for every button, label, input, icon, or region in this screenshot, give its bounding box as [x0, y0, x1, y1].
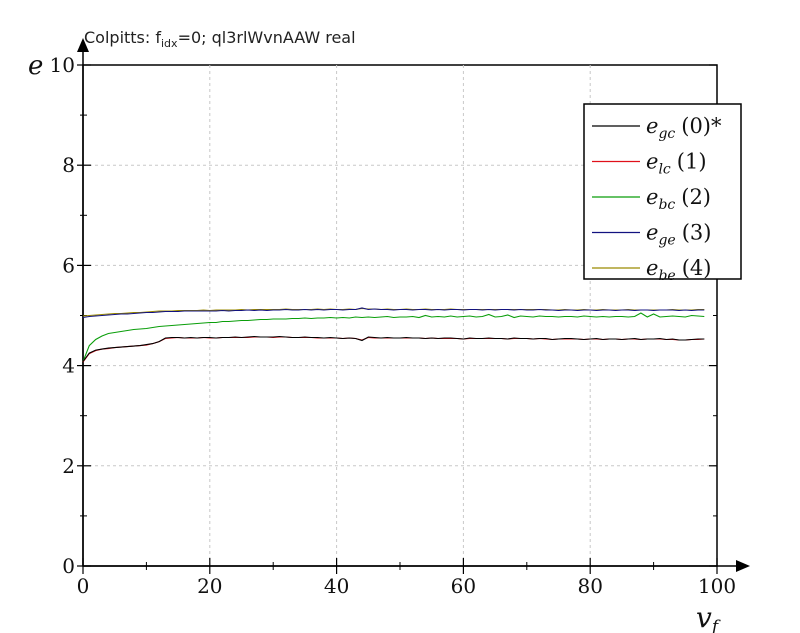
x-tick-label: 60 [451, 574, 476, 598]
legend-label-be: ebe (4) [646, 256, 711, 284]
x-tick-label: 20 [197, 574, 222, 598]
x-tick-label: 40 [324, 574, 349, 598]
legend-label-gc: egc (0)* [646, 114, 722, 142]
y-tick-labels: 0 2 4 6 8 10 [50, 53, 75, 578]
series-line-ge [82, 307, 705, 319]
y-tick-label: 0 [62, 554, 75, 578]
x-tick-label: 80 [577, 574, 602, 598]
legend-box [583, 103, 742, 280]
x-axis-label: vf [696, 601, 721, 633]
y-tick-label: 8 [62, 153, 75, 177]
x-tick-label: 100 [698, 574, 736, 598]
series-layer [82, 307, 705, 363]
x-tick-labels: 0 20 40 60 80 100 [77, 574, 736, 598]
y-tick-label: 2 [62, 454, 75, 478]
legend-label-ge: ege (3) [646, 221, 711, 249]
legend: egc (0)* elc (1) ebc (2) ege (3) ebe (4) [583, 103, 742, 284]
y-axis-arrow [77, 38, 89, 52]
x-axis-arrow [736, 560, 750, 572]
series-line-bc [82, 312, 705, 362]
y-tick-label: 10 [50, 53, 75, 77]
y-tick-label: 6 [62, 253, 75, 277]
x-tick-label: 0 [77, 574, 90, 598]
series-line-lc [82, 336, 705, 363]
y-tick-label: 4 [62, 354, 75, 378]
chart-title: Colpitts: fidx=0; ql3rlWvnAAW real [84, 28, 356, 50]
legend-label-bc: ebc (2) [646, 185, 711, 213]
series-line-gc [82, 335, 705, 362]
y-axis-label: e [28, 51, 43, 81]
legend-label-lc: elc (1) [646, 150, 707, 178]
